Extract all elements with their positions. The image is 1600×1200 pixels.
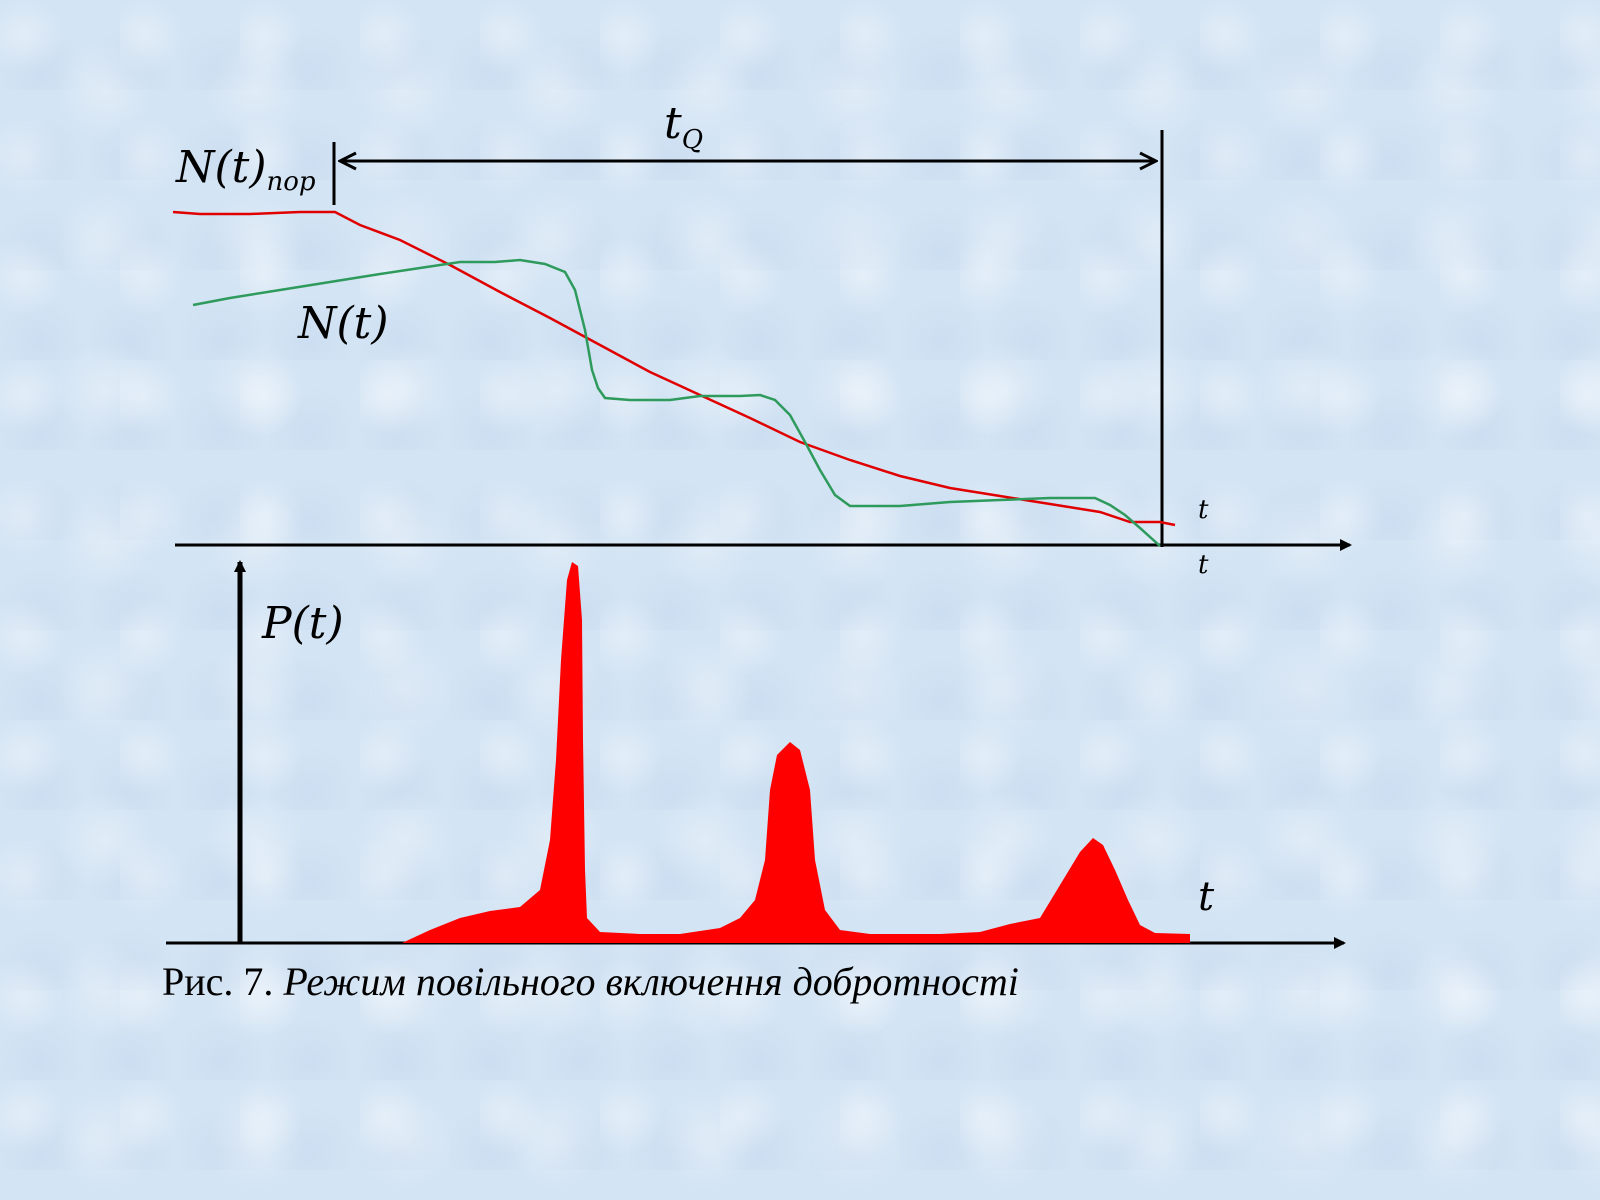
lower-axis-t-label: t xyxy=(1198,874,1215,920)
upper-right-t-label: t xyxy=(1198,495,1209,525)
threshold-inversion-curve xyxy=(172,210,1176,527)
upper-axis-t-label: t xyxy=(1198,550,1209,580)
figure-caption: Рис. 7. Режим повільного включення добро… xyxy=(162,958,1019,1005)
inversion-curve xyxy=(192,258,1161,547)
inversion-label: N(t) xyxy=(297,298,389,349)
power-label: P(t) xyxy=(261,598,344,649)
tq-label: tQ xyxy=(664,98,703,155)
threshold-label: N(t)пор xyxy=(175,142,316,197)
caption-title: Режим повільного включення добротності xyxy=(283,959,1019,1004)
caption-prefix: Рис. 7. xyxy=(162,959,284,1004)
output-pulses xyxy=(402,562,1190,943)
